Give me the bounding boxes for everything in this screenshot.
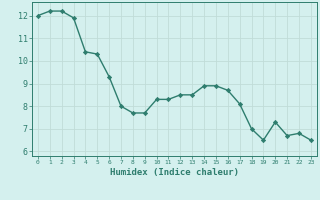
X-axis label: Humidex (Indice chaleur): Humidex (Indice chaleur)	[110, 168, 239, 177]
